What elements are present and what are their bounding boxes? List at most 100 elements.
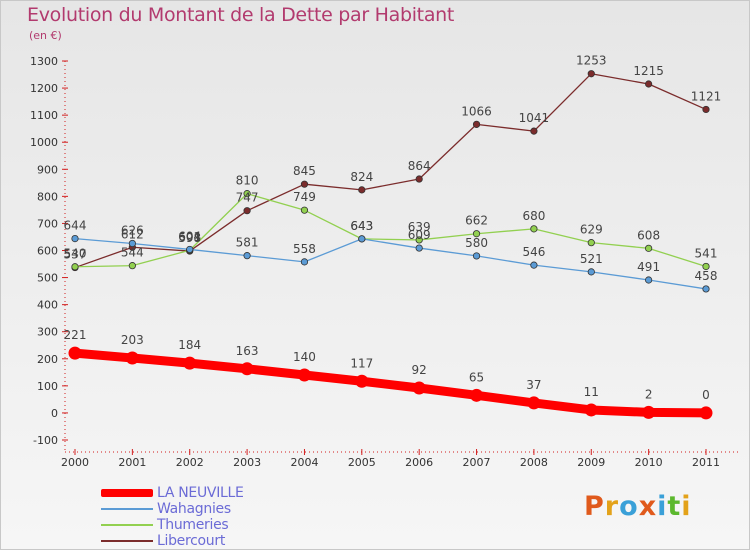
data-label: 598 — [178, 231, 201, 245]
data-label: 629 — [580, 223, 603, 237]
data-point — [71, 234, 79, 243]
data-point — [412, 381, 426, 395]
x-tick-label: 2008 — [520, 456, 548, 469]
data-label: 810 — [236, 174, 259, 188]
brand-letter: o — [619, 491, 639, 522]
y-tick-label: -100 — [33, 434, 58, 447]
data-point — [355, 374, 369, 388]
legend-label-la-neuville: LA NEUVILLE — [157, 485, 244, 501]
data-label: 491 — [637, 260, 660, 274]
data-point — [702, 105, 710, 114]
series-line-libercourt — [74, 73, 707, 269]
data-point — [358, 186, 366, 194]
data-point — [645, 276, 653, 284]
data-point — [530, 261, 538, 269]
data-point — [183, 356, 197, 370]
brand-letter: i — [681, 491, 692, 522]
data-label: 680 — [522, 209, 545, 223]
y-tick-label: 800 — [37, 190, 58, 203]
series-points — [68, 70, 713, 420]
brand-letter: r — [604, 491, 620, 522]
y-tick-label: 1200 — [30, 82, 58, 95]
series-line-wahagnies — [74, 237, 707, 290]
legend-swatch-thumeries — [101, 524, 153, 526]
brand-logo: Proxiti — [584, 491, 692, 522]
data-label: 662 — [465, 214, 488, 228]
data-point — [186, 245, 194, 254]
x-tick-label: 2005 — [348, 456, 376, 469]
data-point — [472, 252, 481, 260]
data-label: 1121 — [691, 89, 722, 103]
data-label: 163 — [236, 344, 259, 358]
data-label: 521 — [580, 252, 603, 266]
data-point — [587, 70, 595, 78]
data-point — [243, 190, 251, 198]
data-label: 643 — [350, 219, 373, 233]
data-label: 221 — [64, 328, 87, 342]
x-tick-label: 2004 — [290, 456, 318, 469]
y-tick-label: 700 — [37, 217, 58, 230]
y-tick-label: 500 — [37, 272, 58, 285]
data-point — [470, 388, 484, 402]
x-tick-label: 2006 — [405, 456, 433, 469]
axes: -100 0 100 200 300 400 500 600 700 800 900 1000 1100… — [30, 55, 741, 469]
x-tick-label: 2000 — [61, 456, 89, 469]
data-point — [415, 236, 423, 244]
data-point — [645, 80, 653, 88]
data-point — [472, 120, 481, 128]
data-label: 2 — [645, 387, 653, 401]
legend-swatch-libercourt — [101, 540, 153, 542]
legend-item-libercourt: Libercourt — [101, 533, 361, 549]
data-label: 1066 — [461, 104, 492, 118]
legend: LA NEUVILLE Wahagnies Thumeries Libercou… — [101, 485, 361, 549]
y-tick-label: 1000 — [30, 136, 58, 149]
data-point — [243, 207, 251, 215]
data-label: 747 — [236, 191, 259, 205]
data-point — [702, 285, 710, 293]
legend-swatch-wahagnies — [101, 508, 153, 510]
data-label: 609 — [408, 228, 431, 242]
data-label: 581 — [236, 236, 259, 250]
x-tick-label: 2007 — [463, 456, 491, 469]
data-point — [584, 403, 598, 417]
data-point — [297, 368, 311, 382]
data-label: 601 — [178, 230, 201, 244]
data-label: 604 — [178, 229, 201, 243]
data-point — [125, 351, 139, 365]
data-point — [415, 175, 423, 183]
data-label: 1253 — [576, 54, 607, 68]
x-tick-label: 2003 — [233, 456, 261, 469]
data-label: 824 — [350, 170, 373, 184]
y-tick-label: 1100 — [30, 109, 58, 122]
data-point — [472, 230, 481, 238]
y-tick-label: 400 — [37, 299, 58, 312]
data-point — [300, 180, 309, 188]
data-point — [71, 263, 79, 271]
brand-letter: x — [638, 491, 658, 522]
data-label: 1041 — [519, 111, 550, 125]
brand-letter: P — [584, 491, 605, 522]
data-label: 203 — [121, 333, 144, 347]
chart-unit: (en €) — [29, 29, 62, 42]
y-tick-label: 1300 — [30, 55, 58, 68]
series-line-thumeries — [74, 192, 707, 268]
legend-item-wahagnies: Wahagnies — [101, 501, 361, 517]
legend-label-libercourt: Libercourt — [157, 533, 226, 549]
data-label: 639 — [408, 220, 431, 234]
brand-letter: i — [657, 491, 668, 522]
x-tick-label: 2009 — [577, 456, 605, 469]
data-label: 540 — [64, 247, 87, 261]
data-label: 11 — [584, 385, 599, 399]
data-label: 544 — [121, 246, 144, 260]
data-label: 537 — [64, 248, 87, 262]
data-label: 580 — [465, 236, 488, 250]
data-label: 1215 — [633, 64, 664, 78]
data-label: 749 — [293, 190, 316, 204]
series-lines — [70, 73, 711, 418]
data-label: 626 — [121, 223, 144, 237]
data-point — [240, 362, 254, 376]
x-tick-label: 2010 — [635, 456, 663, 469]
legend-label-wahagnies: Wahagnies — [157, 501, 231, 517]
y-tick-label: 900 — [37, 163, 58, 176]
data-label: 140 — [293, 350, 316, 364]
